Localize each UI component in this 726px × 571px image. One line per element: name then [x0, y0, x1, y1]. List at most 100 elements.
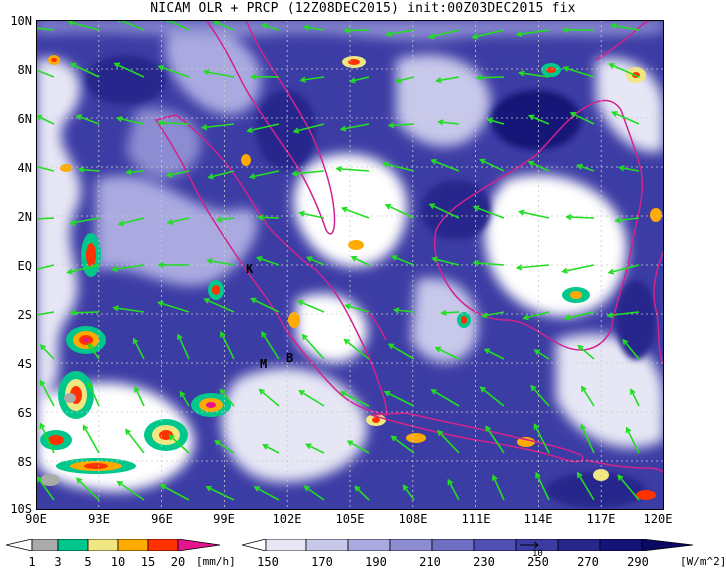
precip-cell: [342, 56, 366, 68]
wind-vector-head: [479, 158, 486, 165]
wind-vector: [82, 425, 100, 454]
wind-vector-head: [384, 203, 392, 210]
wind-vector-head: [200, 124, 208, 131]
wind-vector: [436, 76, 460, 82]
lat-label-6s: 6S: [17, 406, 32, 420]
wind-vector: [207, 259, 235, 266]
wind-vector-head: [207, 173, 214, 180]
wind-vector-head: [176, 333, 183, 340]
lon-label-96e: 96E: [151, 512, 173, 526]
wind-vector-head: [384, 30, 392, 37]
wind-vector: [517, 264, 550, 269]
lon-label-105e: 105E: [335, 512, 365, 526]
map-frame: [36, 20, 664, 510]
wind-vector-head: [262, 444, 269, 450]
olr-tick-190: 190: [365, 555, 387, 569]
wind-vector-head: [430, 158, 437, 165]
wind-vector: [125, 429, 145, 454]
lon-label-117e: 117E: [586, 512, 616, 526]
precip-cell: [562, 287, 590, 303]
wind-vector-head: [480, 312, 488, 319]
wind-vector-head: [116, 480, 123, 487]
olr-tick-170: 170: [311, 555, 333, 569]
precip-cell: [517, 437, 535, 447]
wind-vector-head: [533, 349, 541, 356]
precip-cell: [60, 164, 72, 172]
wind-vector: [354, 486, 370, 501]
wind-vector-head: [486, 117, 494, 124]
wind-vector: [306, 443, 325, 454]
wind-vector-head: [563, 314, 571, 321]
wind-vector-head: [515, 264, 523, 271]
wind-vector: [304, 485, 325, 501]
wind-vector-head: [112, 305, 119, 312]
wind-vector-head: [305, 443, 312, 450]
wind-vector: [206, 486, 235, 501]
wind-vector: [534, 349, 550, 360]
wind-vector-head: [157, 300, 164, 307]
precip-cell: [48, 55, 60, 65]
wind-vector: [36, 311, 55, 316]
wind-vector: [113, 306, 145, 313]
wind-vector-head: [435, 77, 442, 84]
wind-vector-head: [561, 267, 568, 274]
wind-vector: [447, 479, 460, 501]
wind-vector: [341, 123, 370, 131]
wind-vector: [441, 311, 460, 314]
wind-vector-head: [483, 348, 491, 355]
wind-vector: [217, 217, 235, 221]
wind-vector: [438, 121, 460, 125]
wind-vector-head: [561, 26, 569, 34]
wind-vector-head: [69, 62, 77, 69]
wind-vector-head: [115, 115, 123, 123]
wind-vector-head: [527, 114, 535, 121]
wind-vector: [250, 170, 280, 178]
wind-vector: [251, 298, 280, 313]
wind-vector-head: [354, 485, 361, 492]
wind-vector: [36, 476, 55, 501]
wind-vector: [533, 424, 550, 454]
wind-vector: [474, 206, 505, 219]
wind-vector-head: [581, 385, 587, 392]
wind-vector: [70, 63, 100, 78]
wind-vector: [477, 76, 505, 79]
wind-vector-head: [340, 206, 348, 213]
wind-vector: [431, 159, 460, 172]
wind-vector: [36, 69, 55, 78]
wind-vector: [36, 264, 55, 271]
wind-vector-head: [39, 379, 46, 386]
wind-vector-head: [77, 166, 85, 173]
wind-vector: [117, 481, 145, 501]
wind-vector-head: [214, 439, 221, 446]
wind-vector-head: [219, 388, 226, 395]
wind-vector: [36, 27, 55, 31]
olr-tick-270: 270: [577, 555, 599, 569]
wind-vector-head: [165, 20, 170, 24]
wind-vector-head: [491, 474, 498, 481]
wind-vector-head: [132, 337, 139, 345]
wind-vector-head: [291, 170, 298, 177]
wind-vector: [580, 424, 595, 454]
wind-vector-head: [298, 210, 305, 217]
wind-vector: [204, 70, 235, 78]
precip-cell: [241, 154, 251, 166]
wind-vector-head: [159, 484, 167, 490]
wind-vector: [177, 334, 190, 360]
wind-vector: [300, 76, 325, 82]
wind-vector-head: [157, 119, 164, 126]
wind-vector-head: [382, 161, 389, 168]
wind-vector-head: [611, 111, 618, 117]
wind-vector-head: [472, 205, 480, 212]
olr-tick-210: 210: [419, 555, 441, 569]
wind-vector: [528, 161, 550, 172]
precip-tick-3: 3: [54, 555, 62, 569]
coastline-sumatra: [154, 114, 388, 416]
wind-vector-head: [75, 477, 83, 484]
wind-vector-head: [157, 261, 165, 269]
wind-vector: [114, 62, 145, 78]
wind-vector: [577, 472, 595, 501]
wind-vector-head: [257, 214, 264, 221]
wind-vector: [158, 301, 190, 313]
precip-cell: [208, 280, 224, 300]
wind-vector: [36, 115, 55, 125]
